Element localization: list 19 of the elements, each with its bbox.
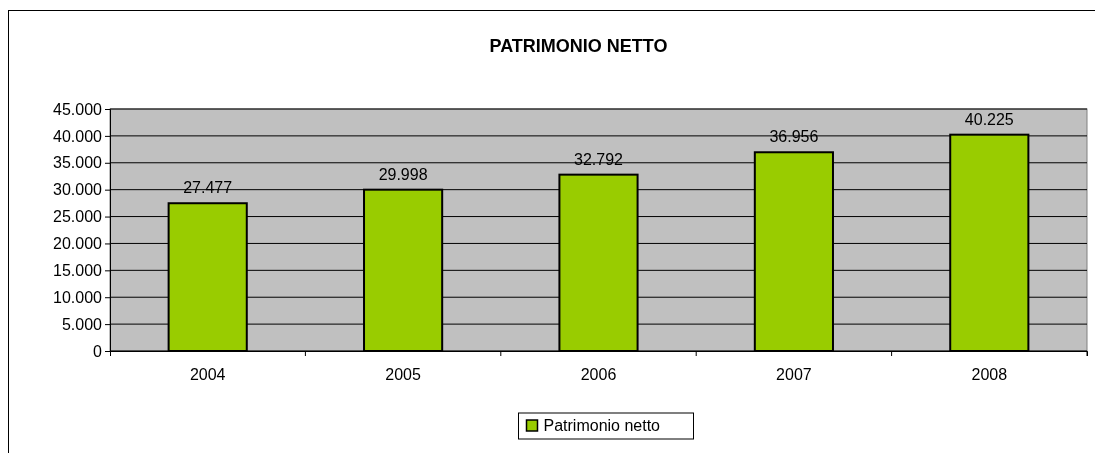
y-tick-label: 45.000 bbox=[53, 100, 103, 118]
y-tick-label: 35.000 bbox=[53, 154, 103, 172]
y-tick-label: 25.000 bbox=[53, 208, 103, 226]
x-tick-label: 2006 bbox=[580, 365, 617, 383]
x-tick-label: 2004 bbox=[189, 365, 226, 383]
chart-title: PATRIMONIO NETTO bbox=[489, 36, 668, 56]
data-label: 40.225 bbox=[964, 110, 1014, 128]
x-tick-label: 2005 bbox=[385, 365, 421, 383]
data-label: 29.998 bbox=[378, 165, 428, 183]
y-tick-label: 15.000 bbox=[53, 261, 103, 279]
legend-label: Patrimonio netto bbox=[543, 417, 661, 434]
y-tick-label: 20.000 bbox=[53, 235, 103, 253]
x-tick-label: 2008 bbox=[971, 365, 1008, 383]
y-tick-label: 40.000 bbox=[53, 127, 103, 145]
y-tick-label: 10.000 bbox=[53, 288, 103, 306]
y-tick-label: 30.000 bbox=[53, 181, 103, 199]
y-tick-label: 5.000 bbox=[61, 315, 103, 333]
y-tick-label: 0 bbox=[93, 342, 103, 360]
x-tick-label: 2007 bbox=[776, 365, 812, 383]
